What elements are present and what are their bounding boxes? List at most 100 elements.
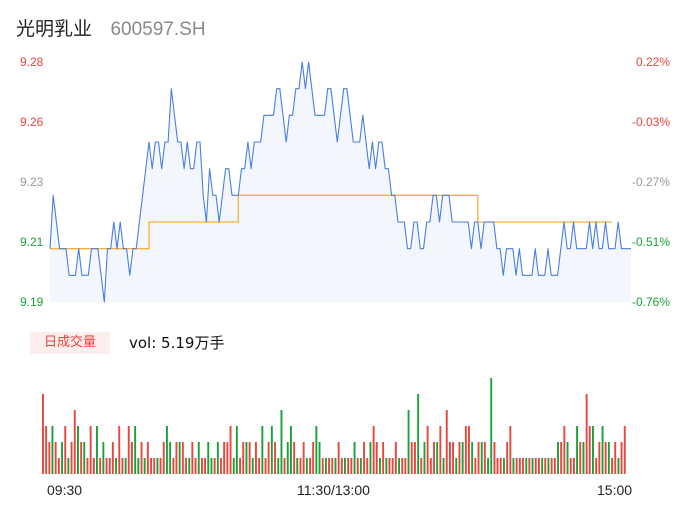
volume-bar (248, 442, 251, 474)
volume-bar (261, 426, 264, 474)
volume-bar (369, 442, 372, 474)
y-left-tick: 9.21 (20, 235, 44, 249)
volume-bar (340, 458, 343, 474)
y-left-tick: 9.26 (20, 115, 44, 129)
volume-bar (353, 442, 356, 474)
volume-bar (226, 442, 229, 474)
volume-bar (111, 442, 114, 474)
volume-chart (42, 378, 626, 474)
volume-bar (474, 458, 477, 474)
volume-bar (344, 458, 346, 474)
y-left-tick: 9.23 (20, 175, 44, 189)
volume-bar (426, 426, 429, 474)
volume-bar (388, 458, 391, 474)
volume-bar (204, 458, 206, 474)
price-area (50, 62, 631, 302)
volume-bar (528, 458, 531, 474)
volume-bar (207, 442, 210, 474)
volume-bar (582, 442, 585, 474)
x-tick-midday: 11:30/13:00 (297, 482, 370, 498)
volume-bar (172, 458, 175, 474)
y-right-tick: 0.22% (635, 55, 670, 69)
volume-bar (124, 458, 127, 474)
volume-bar (363, 442, 365, 474)
volume-bar (404, 458, 407, 474)
volume-bar (229, 426, 232, 474)
volume-bar (617, 458, 620, 474)
volume-bar (614, 442, 617, 474)
volume-bar (293, 442, 296, 474)
volume-bar (290, 426, 292, 474)
volume-bar (181, 442, 184, 474)
y-left-tick: 9.19 (20, 295, 44, 309)
volume-bar (150, 458, 152, 474)
volume-bar (96, 426, 98, 474)
volume-bar (153, 458, 156, 474)
volume-bar (442, 458, 445, 474)
volume-bar (86, 458, 89, 474)
volume-bar (178, 442, 181, 474)
volume-bar (220, 458, 222, 474)
volume-bar (239, 458, 241, 474)
volume-bar (420, 458, 423, 474)
stock-code: 600597.SH (110, 19, 206, 40)
volume-bar (512, 458, 515, 474)
volume-bar (569, 458, 572, 474)
volume-bar (429, 458, 432, 474)
volume-bar (350, 458, 353, 474)
volume-bar (471, 442, 474, 474)
volume-bar (401, 458, 404, 474)
volume-bar (175, 442, 178, 474)
volume-bar (531, 458, 534, 474)
volume-bar (213, 458, 216, 474)
volume-bar (518, 458, 521, 474)
volume-bar (563, 426, 566, 474)
volume-bar (452, 442, 454, 474)
volume-bar (166, 426, 168, 474)
volume-bar (312, 442, 315, 474)
volume-bar (592, 426, 594, 474)
volume-bar (445, 410, 448, 474)
volume-bar (137, 458, 140, 474)
volume-bar (525, 458, 528, 474)
volume-bar (560, 442, 563, 474)
volume-bar (309, 458, 311, 474)
volume-bar (423, 442, 426, 474)
volume-bar (185, 458, 187, 474)
volume-bar (156, 458, 159, 474)
volume-bar (493, 442, 496, 474)
volume-bar (391, 458, 394, 474)
volume-bar (576, 426, 578, 474)
volume-bar (356, 458, 359, 474)
volume-bar (210, 458, 213, 474)
volume-bar (458, 442, 461, 474)
x-tick-open: 09:30 (47, 482, 83, 498)
volume-bar (159, 458, 162, 474)
volume-bar (162, 442, 165, 474)
volume-bar (121, 458, 124, 474)
volume-bar (538, 458, 540, 474)
volume-bar (455, 458, 458, 474)
volume-bar (242, 442, 245, 474)
y-right-tick: -0.51% (631, 235, 670, 249)
volume-bar (573, 458, 575, 474)
volume-bar (328, 458, 330, 474)
volume-bar (547, 458, 550, 474)
volume-bar (64, 426, 67, 474)
volume-bar (394, 442, 397, 474)
y-right-tick: -0.03% (631, 115, 670, 129)
volume-bar (544, 458, 547, 474)
volume-bar (45, 426, 48, 474)
volume-bar (579, 442, 582, 474)
volume-bar (127, 426, 130, 474)
volume-bar (566, 442, 569, 474)
volume-bar (51, 426, 54, 474)
volume-bar (620, 442, 623, 474)
volume-bar (496, 458, 499, 474)
price-line (49, 61, 631, 303)
price-chart (49, 61, 631, 303)
volume-bar (541, 458, 544, 474)
volume-bar (70, 442, 73, 474)
volume-bar (372, 426, 375, 474)
volume-bar (258, 458, 261, 474)
